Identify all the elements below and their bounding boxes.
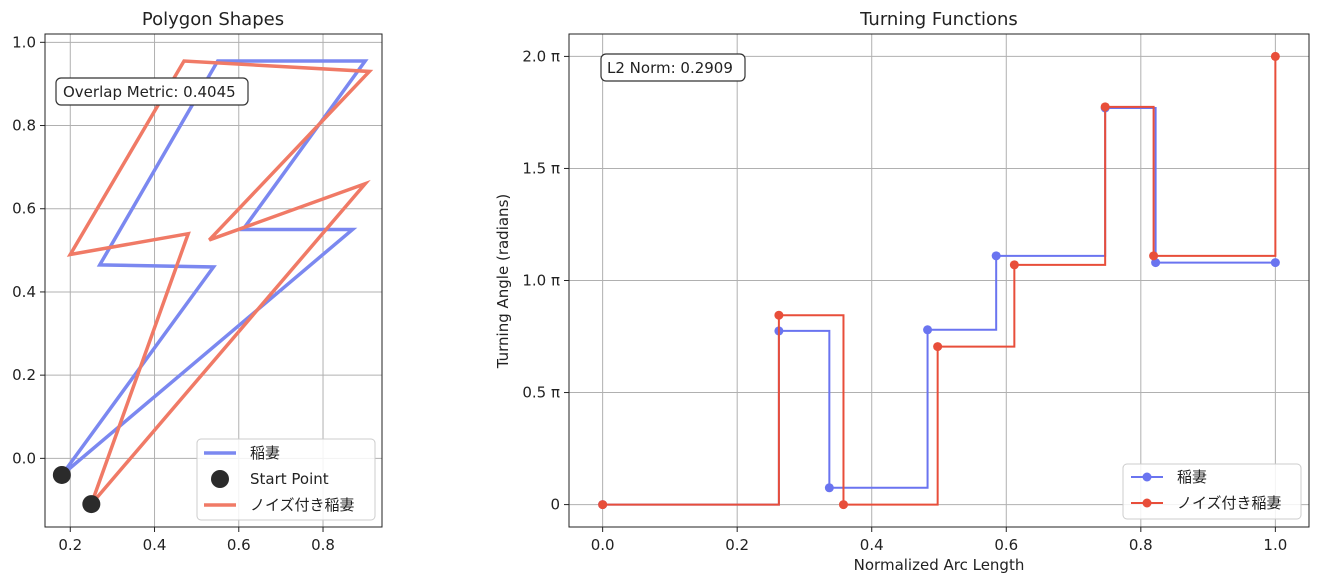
- polygon-ticks: 0.2 0.4 0.6 0.8 0.0 0.2 0.4 0.6 0.8 1.0: [12, 33, 335, 554]
- turning-noisy-step-line: [602, 56, 1277, 506]
- legend-marker-turning-lightning: [1142, 472, 1152, 482]
- turning-lightning-step-line: [602, 106, 1276, 506]
- turning-lightning-point: [1270, 258, 1280, 268]
- overlap-annotation-text: Overlap Metric: 0.4045: [63, 83, 236, 101]
- turning-noisy-point: [933, 342, 943, 352]
- turning-x-tick-label: 1.0: [1263, 536, 1287, 554]
- turning-x-tick-label: 0.2: [725, 536, 749, 554]
- legend-swatch-start-point: [211, 470, 229, 488]
- legend-label-turning-lightning: 稲妻: [1177, 468, 1207, 486]
- turning-noisy-point: [1270, 51, 1280, 61]
- polygon-y-tick-label: 0.4: [12, 283, 36, 301]
- lightning-polygon: [60, 59, 369, 477]
- turning-grid: [569, 34, 1309, 527]
- polygon-chart-title: Polygon Shapes: [142, 9, 284, 30]
- turning-y-tick-label: 1.0 π: [522, 272, 560, 290]
- polygon-x-tick-label: 0.6: [227, 536, 251, 554]
- turning-y-tick-label: 1.5 π: [522, 159, 560, 177]
- overlap-annotation-box: [55, 77, 249, 106]
- turning-noisy-point: [1009, 260, 1019, 270]
- polygon-plot-frame: [44, 33, 383, 528]
- legend-label-turning-noisy: ノイズ付き稲妻: [1177, 494, 1282, 512]
- turning-y-axis-label: Turning Angle (radians): [494, 194, 512, 370]
- overlap-annotation: Overlap Metric: 0.4045: [55, 77, 249, 106]
- start-point-marker: [82, 495, 101, 514]
- start-point-marker: [52, 465, 71, 484]
- turning-x-tick-label: 0.8: [1129, 536, 1153, 554]
- polygon-legend-box: [196, 438, 376, 521]
- noisy-lightning-polygon: [66, 59, 374, 506]
- polygon-y-tick-label: 0.6: [12, 200, 36, 218]
- turning-lightning-point: [923, 325, 933, 335]
- turning-chart-title: Turning Functions: [859, 9, 1018, 30]
- polygon-x-tick-label: 0.8: [311, 536, 335, 554]
- l2-annotation: L2 Norm: 0.2909: [600, 53, 746, 82]
- turning-noisy-point: [1149, 251, 1159, 261]
- turning-y-tick-label: 2.0 π: [522, 47, 560, 65]
- polygon-x-tick-label: 0.2: [58, 536, 82, 554]
- legend-label-start-point: Start Point: [250, 470, 329, 488]
- l2-annotation-text: L2 Norm: 0.2909: [607, 59, 733, 77]
- turning-y-tick-label: 0: [550, 496, 560, 514]
- polygon-x-tick-label: 0.4: [143, 536, 167, 554]
- turning-legend: 稲妻 ノイズ付き稲妻: [1122, 463, 1302, 520]
- turning-lines: [598, 51, 1280, 510]
- polygon-y-tick-label: 0.8: [12, 117, 36, 135]
- legend-marker-turning-noisy: [1142, 498, 1152, 508]
- turning-x-tick-label: 0.4: [860, 536, 884, 554]
- legend-label-lightning: 稲妻: [250, 444, 280, 462]
- turning-noisy-point: [1100, 102, 1110, 112]
- turning-ticks: 0.0 0.2 0.4 0.6 0.8 1.0 0 0.5 π 1.0 π 1.5 π 2.0 π: [522, 47, 1287, 554]
- polygon-y-tick-label: 0.0: [12, 449, 36, 467]
- turning-plot-frame: [568, 33, 1310, 528]
- turning-x-tick-label: 0.6: [994, 536, 1018, 554]
- legend-label-noisy-lightning: ノイズ付き稲妻: [250, 496, 355, 514]
- turning-y-tick-label: 0.5 π: [522, 384, 560, 402]
- polygon-y-tick-label: 0.2: [12, 366, 36, 384]
- polygon-legend: 稲妻 Start Point ノイズ付き稲妻: [196, 438, 376, 521]
- turning-x-tick-label: 0.0: [591, 536, 615, 554]
- polygon-y-tick-label: 1.0: [12, 33, 36, 51]
- turning-functions-panel: Turning Functions 0.0 0.2 0.4 0.6 0.8 1.0 0 0.5…: [494, 9, 1310, 574]
- l2-annotation-box: [600, 53, 746, 82]
- turning-x-axis-label: Normalized Arc Length: [854, 556, 1025, 574]
- turning-noisy-point: [598, 500, 608, 510]
- turning-lightning-point: [991, 251, 1001, 261]
- turning-noisy-point: [774, 310, 784, 320]
- turning-noisy-point: [838, 500, 848, 510]
- turning-lightning-point: [824, 483, 834, 493]
- polygon-shapes-panel: Polygon Shapes 0.2 0.4 0.6 0.80.00.20.40.60…: [12, 9, 383, 554]
- turning-legend-box: [1122, 463, 1302, 520]
- polygon-lines: [52, 59, 374, 514]
